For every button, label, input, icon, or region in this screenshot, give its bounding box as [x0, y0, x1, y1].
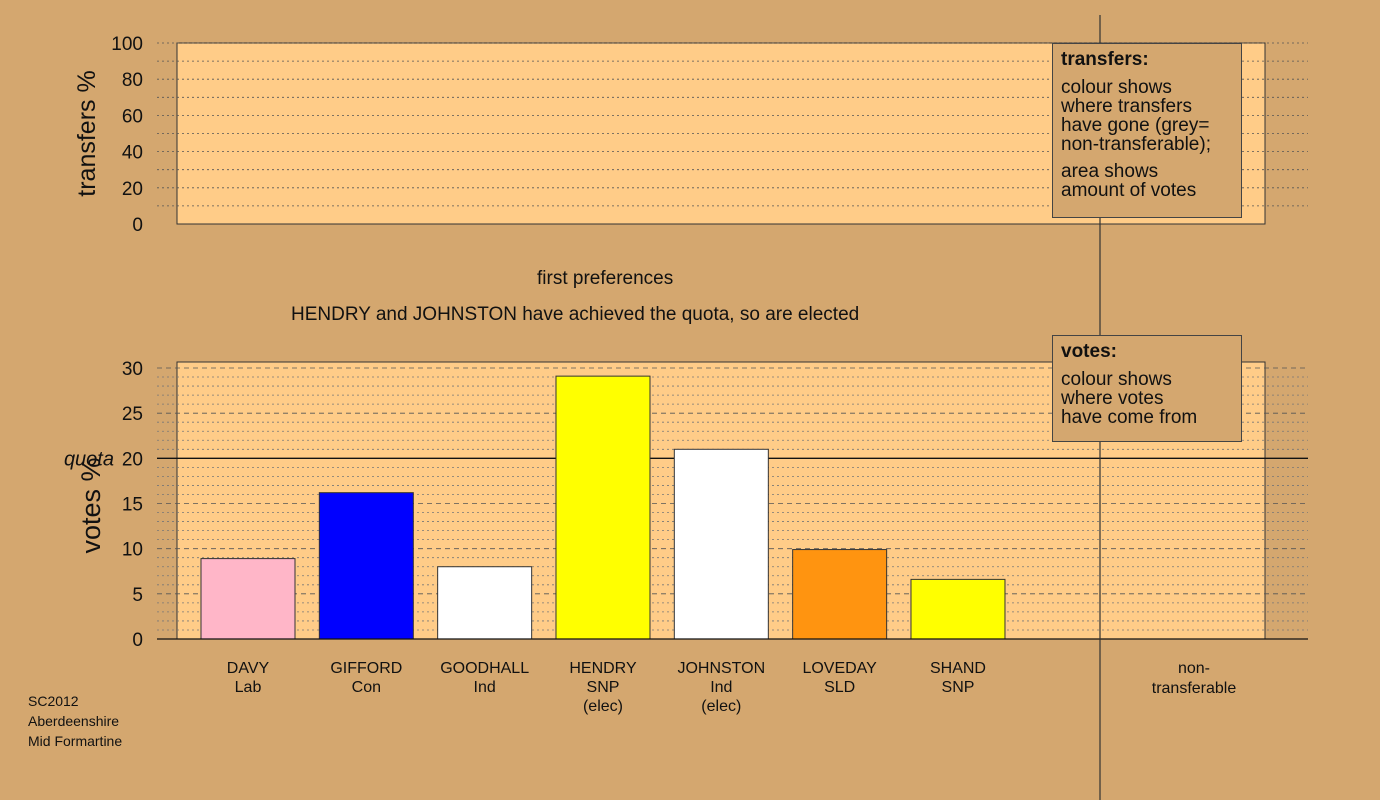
candidate-label: SNP — [942, 679, 975, 696]
transfers-legend-line: where transfers — [1061, 96, 1192, 117]
candidate-label: LOVEDAY — [802, 660, 877, 677]
candidate-label: SHAND — [930, 660, 986, 677]
transfers-y-tick-label: 80 — [122, 70, 143, 91]
vote-bar — [555, 375, 651, 640]
candidate-label: (elec) — [583, 698, 623, 715]
transfers-y-tick-label: 0 — [132, 215, 143, 236]
votes-y-tick-label: 20 — [122, 449, 143, 470]
candidate-label: SLD — [824, 679, 855, 696]
candidate-label: HENDRY — [569, 660, 637, 677]
transfers-y-tick-label: 40 — [122, 143, 143, 164]
votes-legend: votes: colour shows where votes have com… — [1052, 335, 1242, 442]
transfers-legend-line: colour shows — [1061, 77, 1172, 98]
votes-y-tick-label: 5 — [132, 585, 143, 606]
footer-line: Aberdeenshire — [28, 713, 120, 729]
transfers-legend-line: have gone (grey= — [1061, 115, 1210, 136]
candidate-label: GIFFORD — [330, 660, 402, 677]
candidate-label: Ind — [474, 679, 496, 696]
transfers-y-tick-label: 20 — [122, 179, 143, 200]
votes-y-tick-label: 15 — [122, 495, 143, 516]
vote-bar — [910, 578, 1006, 640]
quota-label: quota — [64, 448, 114, 470]
footer-line: SC2012 — [28, 693, 79, 709]
footer-info: SC2012 Aberdeenshire Mid Formartine — [28, 691, 122, 751]
candidate-label: JOHNSTON — [677, 660, 765, 677]
votes-y-tick-label: 10 — [122, 540, 143, 561]
votes-legend-line: where votes — [1061, 388, 1164, 409]
candidate-label: Lab — [235, 679, 262, 696]
transfers-legend-line: non-transferable); — [1061, 134, 1211, 155]
nontransferable-label: transferable — [1152, 680, 1237, 697]
vote-bar — [673, 448, 769, 640]
status-caption: HENDRY and JOHNSTON have achieved the qu… — [291, 304, 860, 325]
nontransferable-label: non- — [1178, 660, 1210, 677]
votes-y-axis-label: votes % — [76, 457, 106, 553]
votes-legend-line: have come from — [1061, 407, 1198, 428]
candidate-label: SNP — [587, 679, 620, 696]
vote-bar — [792, 549, 888, 640]
vote-bar — [200, 558, 296, 640]
votes-y-tick-label: 0 — [132, 630, 143, 651]
transfers-legend-line: area shows — [1061, 161, 1159, 182]
candidate-label: Con — [352, 679, 381, 696]
votes-y-tick-label: 25 — [122, 404, 143, 425]
vote-bar — [318, 492, 414, 640]
candidate-label: Ind — [710, 679, 732, 696]
votes-y-tick-label: 30 — [122, 359, 143, 380]
footer-line: Mid Formartine — [28, 733, 123, 749]
transfers-y-axis-label: transfers % — [73, 70, 101, 196]
vote-bar — [437, 566, 533, 640]
candidate-label: DAVY — [227, 660, 270, 677]
votes-legend-line: colour shows — [1061, 369, 1172, 390]
transfers-legend-line: amount of votes — [1061, 180, 1197, 201]
candidate-label: GOODHALL — [440, 660, 529, 677]
transfers-legend-title: transfers: — [1061, 49, 1149, 70]
transfers-y-tick-label: 100 — [111, 34, 143, 55]
stage-caption: first preferences — [537, 268, 674, 289]
candidate-label: (elec) — [701, 698, 741, 715]
transfers-y-tick-label: 60 — [122, 106, 143, 127]
transfers-legend: transfers: colour shows where transfers … — [1052, 43, 1242, 218]
votes-legend-title: votes: — [1061, 341, 1117, 362]
